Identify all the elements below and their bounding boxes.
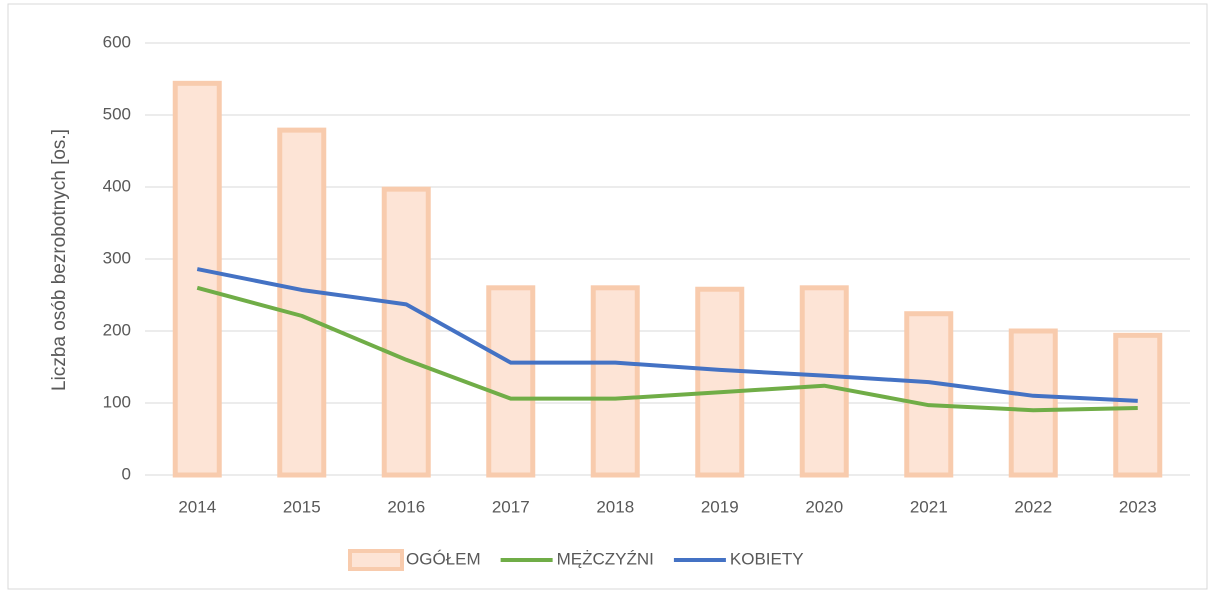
- bar: [381, 186, 431, 478]
- y-tick-label: 500: [103, 104, 131, 123]
- x-tick-label: 2020: [805, 497, 843, 516]
- bar: [1008, 328, 1058, 478]
- x-tick-label: 2021: [910, 497, 948, 516]
- legend-label: KOBIETY: [730, 549, 804, 568]
- bar: [695, 286, 745, 478]
- bar: [1113, 332, 1163, 478]
- x-tick-label: 2018: [596, 497, 634, 516]
- y-tick-label: 400: [103, 176, 131, 195]
- bar: [590, 285, 640, 478]
- x-tick-label: 2023: [1119, 497, 1157, 516]
- x-tick-label: 2016: [387, 497, 425, 516]
- bar: [172, 80, 222, 478]
- y-tick-label: 300: [103, 248, 131, 267]
- bar: [277, 127, 327, 478]
- x-tick-label: 2022: [1014, 497, 1052, 516]
- legend-label: MĘŻCZYŹNI: [557, 549, 654, 568]
- line: [196, 285, 1138, 413]
- legend-swatch: [348, 549, 404, 571]
- y-axis-label: Liczba osób bezrobotnych [os.]: [49, 129, 70, 391]
- bar: [904, 311, 954, 478]
- y-tick-label: 0: [122, 464, 131, 483]
- y-tick-label: 600: [103, 32, 131, 51]
- bar: [799, 285, 849, 478]
- y-tick-label: 200: [103, 320, 131, 339]
- x-tick-label: 2017: [492, 497, 530, 516]
- x-tick-label: 2014: [178, 497, 216, 516]
- x-tick-label: 2019: [701, 497, 739, 516]
- line: [196, 267, 1138, 403]
- bar: [486, 285, 536, 478]
- y-tick-label: 100: [103, 392, 131, 411]
- x-tick-label: 2015: [283, 497, 321, 516]
- legend-label: OGÓŁEM: [406, 549, 481, 568]
